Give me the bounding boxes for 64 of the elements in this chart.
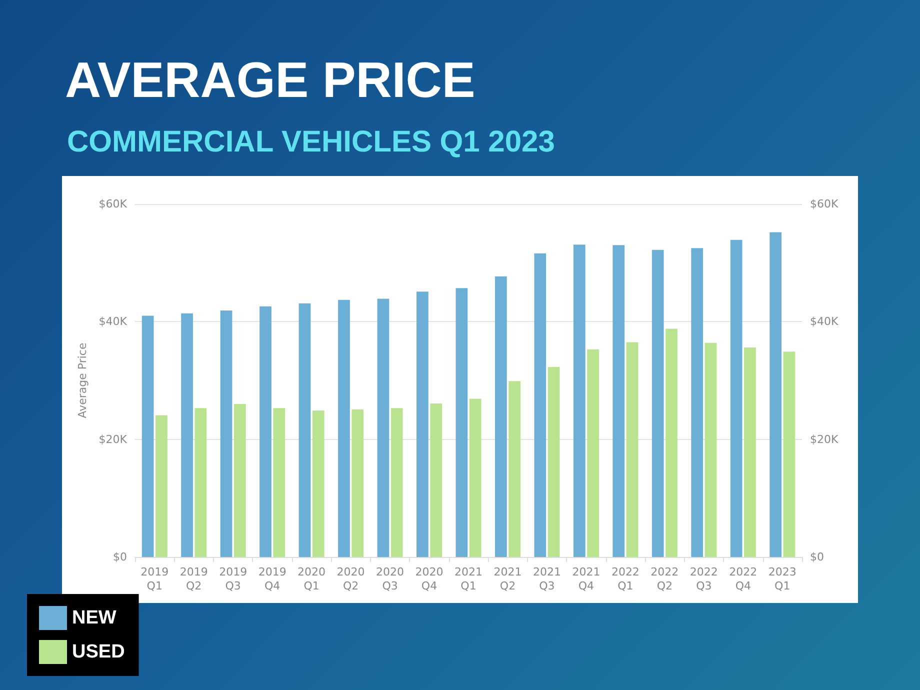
bar — [652, 250, 664, 557]
bar — [142, 316, 154, 557]
bar — [220, 310, 232, 557]
y2-tick-label: $60K — [810, 198, 839, 210]
x-tick-label: 2020 Q1 — [298, 566, 326, 592]
legend-label: USED — [72, 642, 125, 662]
bar — [494, 276, 507, 557]
chart-subtitle: COMMERCIAL VEHICLES Q1 2023 — [67, 126, 555, 158]
bar — [783, 352, 796, 557]
bar — [534, 253, 546, 557]
bar — [548, 366, 560, 557]
x-tick-label: 2019 Q1 — [140, 566, 169, 592]
x-tick-label: 2022 Q1 — [611, 566, 640, 592]
x-tick-label: 2019 Q2 — [180, 566, 208, 592]
y-axis-title: Average Price — [76, 342, 89, 418]
bar — [587, 349, 599, 557]
y-tick-label: $20K — [98, 432, 128, 446]
y-tick-label: $40K — [98, 315, 128, 328]
bar — [156, 415, 168, 557]
bar — [273, 408, 286, 557]
bar — [234, 404, 246, 557]
y2-tick-label: $20K — [810, 432, 839, 446]
bar — [691, 248, 704, 557]
bar — [612, 245, 625, 557]
x-tick-label: 2021 Q3 — [532, 566, 561, 592]
bar — [312, 410, 324, 557]
bar — [430, 403, 442, 557]
bar — [770, 232, 782, 557]
bar — [508, 381, 520, 557]
bar — [626, 342, 638, 557]
x-tick-label: 2023 Q1 — [768, 566, 796, 592]
x-tick-label: 2020 Q4 — [415, 566, 444, 592]
y2-tick-label: $0 — [810, 550, 824, 564]
chart-title: AVERAGE PRICE — [65, 52, 476, 108]
x-tick-label: 2019 Q4 — [258, 566, 286, 592]
bar — [181, 313, 193, 557]
bar — [666, 328, 678, 557]
bar — [416, 292, 428, 557]
y2-tick-label: $40K — [810, 315, 839, 328]
bar — [469, 398, 482, 557]
x-tick-label: 2021 Q2 — [494, 566, 522, 592]
bar — [390, 408, 403, 557]
bar — [744, 348, 756, 557]
bar — [456, 288, 468, 557]
bar — [704, 342, 717, 557]
bar — [573, 244, 586, 557]
y-tick-label: $60K — [98, 198, 128, 210]
bar — [730, 240, 742, 557]
bar — [194, 408, 207, 557]
legend-label: NEW — [72, 608, 116, 628]
x-tick-label: 2020 Q3 — [376, 566, 404, 592]
x-tick-label: 2021 Q1 — [454, 566, 482, 592]
x-tick-label: 2022 Q3 — [690, 566, 718, 592]
x-tick-label: 2022 Q4 — [729, 566, 758, 592]
bar — [298, 303, 311, 557]
x-tick-label: 2021 Q4 — [572, 566, 600, 592]
x-tick-label: 2022 Q2 — [650, 566, 679, 592]
x-tick-label: 2020 Q2 — [336, 566, 365, 592]
bar — [338, 300, 350, 557]
bar — [377, 298, 390, 557]
y-tick-label: $0 — [113, 550, 127, 564]
bar — [260, 306, 272, 557]
bar — [352, 409, 364, 557]
x-tick-label: 2019 Q3 — [219, 566, 248, 592]
